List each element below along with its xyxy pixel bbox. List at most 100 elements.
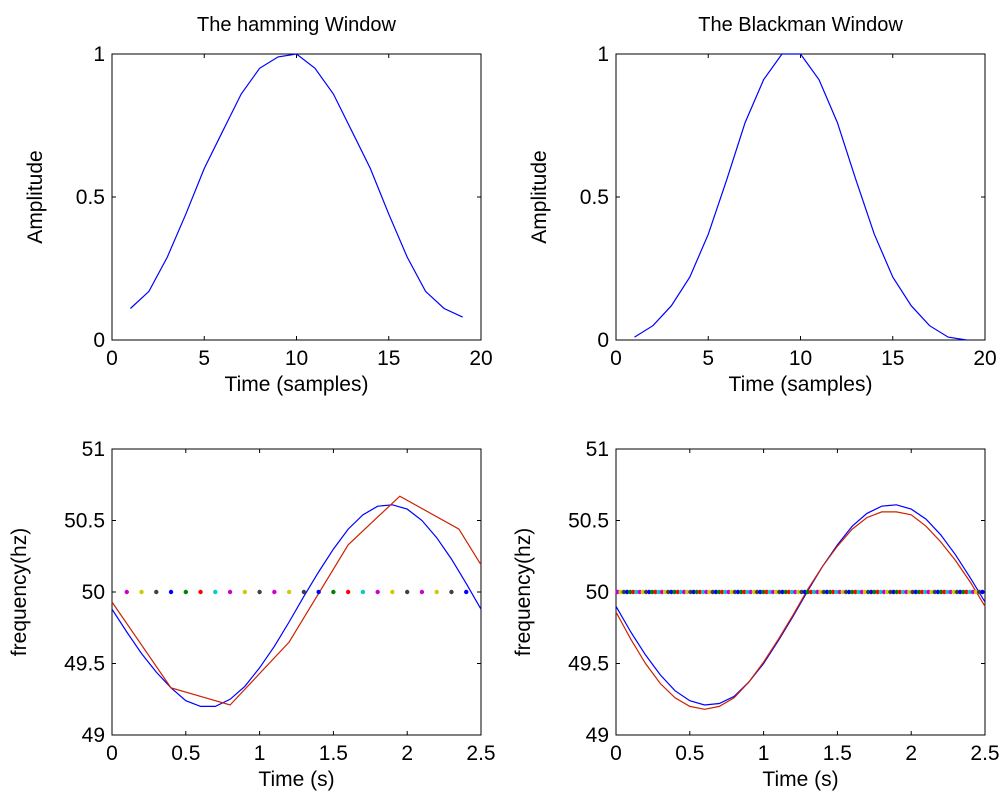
- marker-point: [885, 589, 890, 595]
- y-tick-label: 0: [597, 329, 609, 352]
- marker-point: [627, 589, 633, 595]
- marker-point: [945, 589, 950, 595]
- marker-point: [923, 589, 928, 595]
- marker-point: [919, 589, 925, 595]
- marker-point: [748, 589, 753, 595]
- marker-point: [621, 589, 627, 595]
- marker-point: [837, 589, 842, 595]
- y-axis-label: frequency(hz): [512, 528, 535, 656]
- marker-point: [831, 589, 836, 595]
- marker-point: [242, 589, 248, 595]
- marker-point: [799, 589, 804, 595]
- marker-point: [942, 589, 947, 595]
- marker-point: [257, 589, 262, 595]
- marker-point: [643, 589, 649, 595]
- x-tick-label: 0.5: [675, 742, 704, 765]
- x-axis-label: Time (samples): [729, 373, 873, 396]
- marker-point: [932, 589, 938, 595]
- marker-point: [843, 589, 849, 595]
- x-tick-label: 20: [469, 347, 492, 370]
- marker-point: [840, 589, 845, 595]
- x-tick-label: 1: [758, 742, 770, 765]
- marker-point: [637, 589, 642, 595]
- marker-point: [767, 589, 772, 595]
- y-tick-label: 0.5: [580, 186, 609, 209]
- marker-point: [419, 589, 425, 595]
- y-tick-label: 49.5: [568, 653, 609, 676]
- marker-point: [929, 589, 934, 595]
- marker-point: [688, 589, 693, 595]
- marker-point: [980, 589, 985, 595]
- marker-point: [961, 589, 966, 595]
- marker-point: [878, 589, 884, 595]
- marker-point: [827, 589, 833, 595]
- marker-point: [739, 589, 744, 595]
- marker-point: [758, 589, 763, 595]
- x-tick-label: 15: [377, 347, 400, 370]
- marker-point: [723, 589, 728, 595]
- marker-point: [697, 589, 703, 595]
- blackman-window-chart: 0 5 10 15 20 0 0.5 1 The Blackman Window Time (sa…: [528, 14, 997, 396]
- y-tick-label: 50.5: [568, 510, 609, 533]
- x-tick-label: 2: [905, 742, 917, 765]
- y-tick-label: 51: [82, 438, 105, 461]
- marker-point: [694, 589, 700, 595]
- x-tick-label: 1.5: [319, 742, 348, 765]
- x-axis-label: Time (s): [762, 768, 838, 791]
- marker-point: [624, 589, 630, 595]
- y-tick-label: 51: [586, 438, 609, 461]
- marker-point: [634, 589, 639, 595]
- x-tick-label: 20: [973, 347, 996, 370]
- marker-point: [853, 589, 858, 595]
- marker-point: [631, 589, 636, 595]
- marker-point: [183, 589, 188, 595]
- marker-point: [792, 589, 798, 595]
- y-tick-label: 0: [93, 329, 105, 352]
- marker-point: [897, 589, 903, 595]
- marker-point: [360, 589, 366, 595]
- marker-point: [615, 589, 620, 595]
- marker-point: [726, 589, 731, 595]
- marker-point: [754, 589, 760, 595]
- marker-point: [958, 589, 963, 595]
- hamming-window-chart: 0 5 10 15 20 0 0.5 1 The hamming Window Time (sam…: [24, 14, 493, 396]
- marker-point: [716, 589, 722, 595]
- axes-box: [615, 53, 986, 341]
- marker-point: [704, 589, 709, 595]
- marker-point: [735, 589, 741, 595]
- x-tick-label: 10: [789, 347, 812, 370]
- marker-point: [713, 589, 719, 595]
- y-tick-label: 50.5: [64, 510, 105, 533]
- chart-title: The Blackman Window: [698, 14, 903, 36]
- marker-point: [449, 589, 454, 595]
- marker-point: [935, 589, 941, 595]
- marker-point: [301, 589, 307, 595]
- marker-point: [812, 589, 817, 595]
- marker-point: [659, 589, 665, 595]
- marker-point: [669, 589, 674, 595]
- x-tick-label: 2.5: [970, 742, 999, 765]
- marker-point: [316, 589, 321, 595]
- marker-point: [675, 589, 680, 595]
- marker-point: [865, 589, 871, 595]
- y-axis-label: Amplitude: [528, 150, 551, 243]
- axes-box: [111, 448, 482, 736]
- y-axis-label: frequency(hz): [8, 528, 31, 656]
- series-line-1: [615, 504, 986, 706]
- marker-point: [345, 589, 351, 595]
- y-tick-label: 49.5: [64, 653, 105, 676]
- marker-point: [745, 589, 750, 595]
- marker-point: [272, 589, 277, 595]
- marker-point: [815, 589, 820, 595]
- x-tick-label: 0: [610, 742, 622, 765]
- marker-point: [824, 589, 830, 595]
- series-line-1: [111, 504, 482, 708]
- y-tick-label: 0.5: [76, 186, 105, 209]
- x-tick-label: 15: [881, 347, 904, 370]
- x-tick-label: 5: [198, 347, 210, 370]
- marker-point: [168, 589, 174, 595]
- x-tick-label: 1: [254, 742, 266, 765]
- marker-point: [666, 589, 671, 595]
- marker-point: [977, 589, 982, 595]
- x-tick-label: 0: [106, 347, 118, 370]
